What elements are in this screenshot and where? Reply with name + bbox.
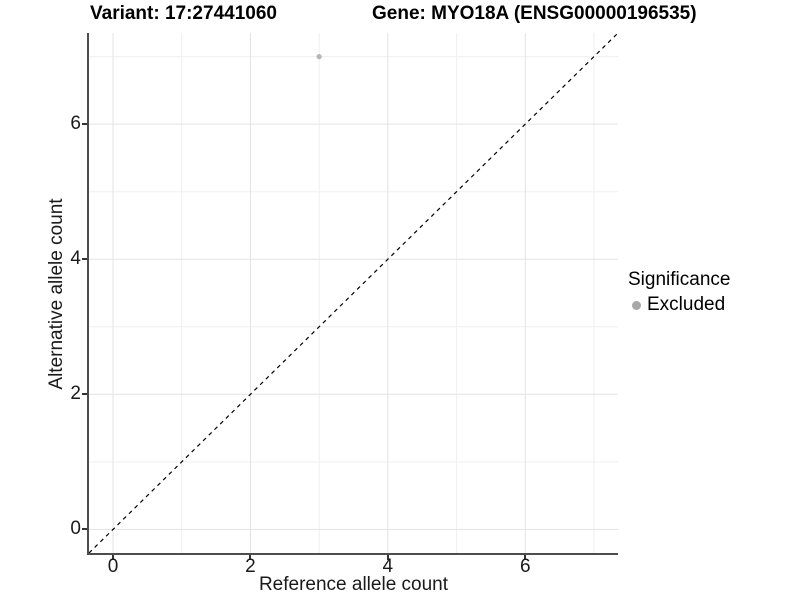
legend-item-excluded: Excluded bbox=[628, 294, 730, 316]
legend-title: Significance bbox=[628, 269, 731, 290]
legend-key-dot-icon bbox=[632, 300, 641, 310]
plot-area bbox=[89, 33, 618, 553]
x-tick-label: 0 bbox=[107, 556, 119, 577]
y-tick-label: 6 bbox=[70, 113, 81, 135]
x-axis-tick-mark bbox=[249, 555, 252, 560]
identity-line bbox=[89, 33, 618, 553]
y-tick-label: 4 bbox=[70, 248, 81, 270]
y-axis-tick-mark bbox=[82, 393, 87, 396]
y-tick-label: 2 bbox=[70, 383, 81, 405]
plot-panel bbox=[87, 33, 618, 555]
x-axis-tick-mark bbox=[386, 555, 389, 560]
legend-item-label: Excluded bbox=[647, 294, 726, 315]
y-axis-title: Alternative allele count bbox=[46, 198, 67, 390]
x-axis-tick-mark bbox=[524, 555, 527, 560]
x-tick-label: 2 bbox=[245, 556, 256, 577]
x-tick-label: 6 bbox=[519, 556, 531, 577]
y-tick-label: 0 bbox=[70, 518, 81, 540]
x-tick-label: 4 bbox=[382, 556, 394, 577]
y-axis-tick-mark bbox=[82, 258, 87, 261]
plot-title-variant: Variant: 17:27441060 bbox=[90, 3, 277, 24]
legend: Significance Excluded bbox=[628, 269, 730, 316]
y-axis-tick-mark bbox=[82, 528, 87, 531]
x-axis-tick-mark bbox=[112, 555, 115, 560]
data-point bbox=[316, 54, 322, 60]
x-axis-title: Reference allele count bbox=[258, 574, 449, 595]
plot-title-gene: Gene: MYO18A (ENSG00000196535) bbox=[372, 3, 697, 24]
y-axis-tick-mark bbox=[82, 123, 87, 126]
